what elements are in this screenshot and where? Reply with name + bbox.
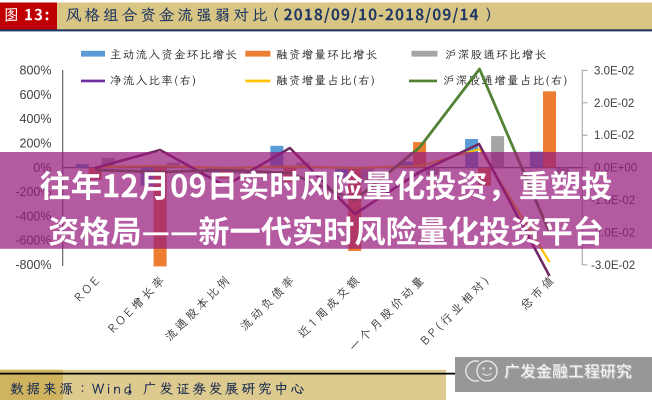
svg-text:2.0E-02: 2.0E-02 [594,98,634,110]
svg-text:-800%: -800% [15,258,51,272]
svg-text:1.0E-02: 1.0E-02 [594,130,634,142]
svg-text:600%: 600% [20,88,52,102]
svg-text:800%: 800% [20,64,52,78]
svg-text:3.0E-02: 3.0E-02 [594,65,634,77]
svg-text:-3.0E-02: -3.0E-02 [591,260,635,272]
svg-text:400%: 400% [20,112,52,126]
svg-text:200%: 200% [20,137,52,151]
